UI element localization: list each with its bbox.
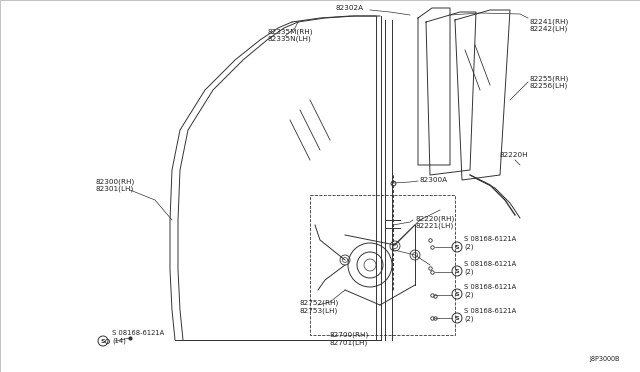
Text: S 08168-6121A
(2): S 08168-6121A (2) [464, 261, 516, 275]
Text: 82241(RH)
82242(LH): 82241(RH) 82242(LH) [530, 18, 569, 32]
Text: S: S [100, 339, 106, 344]
Text: J8P3000B: J8P3000B [589, 356, 620, 362]
Text: 82335M(RH)
82335N(LH): 82335M(RH) 82335N(LH) [268, 28, 314, 42]
Text: 82700(RH)
82701(LH): 82700(RH) 82701(LH) [330, 332, 369, 346]
Text: S 08168-6121A
(2): S 08168-6121A (2) [464, 308, 516, 322]
Text: 82300A: 82300A [420, 177, 448, 183]
Text: S: S [454, 292, 460, 297]
Text: 82220(RH)
82221(LH): 82220(RH) 82221(LH) [415, 215, 454, 229]
Text: 82300(RH)
82301(LH): 82300(RH) 82301(LH) [95, 178, 134, 192]
Text: 82255(RH)
82256(LH): 82255(RH) 82256(LH) [530, 75, 569, 89]
Text: 82752(RH)
82753(LH): 82752(RH) 82753(LH) [300, 300, 339, 314]
Text: S 08168-6121A
(2): S 08168-6121A (2) [464, 284, 516, 298]
Text: S: S [454, 245, 460, 250]
Text: 82302A: 82302A [335, 5, 363, 11]
Text: S: S [454, 316, 460, 321]
Text: S: S [454, 269, 460, 274]
Text: 82220H: 82220H [500, 152, 529, 158]
Bar [310, 195, 455, 335]
Text: S 08168-6121A
(2): S 08168-6121A (2) [464, 236, 516, 250]
Text: S 08168-6121A
(14): S 08168-6121A (14) [112, 330, 164, 344]
